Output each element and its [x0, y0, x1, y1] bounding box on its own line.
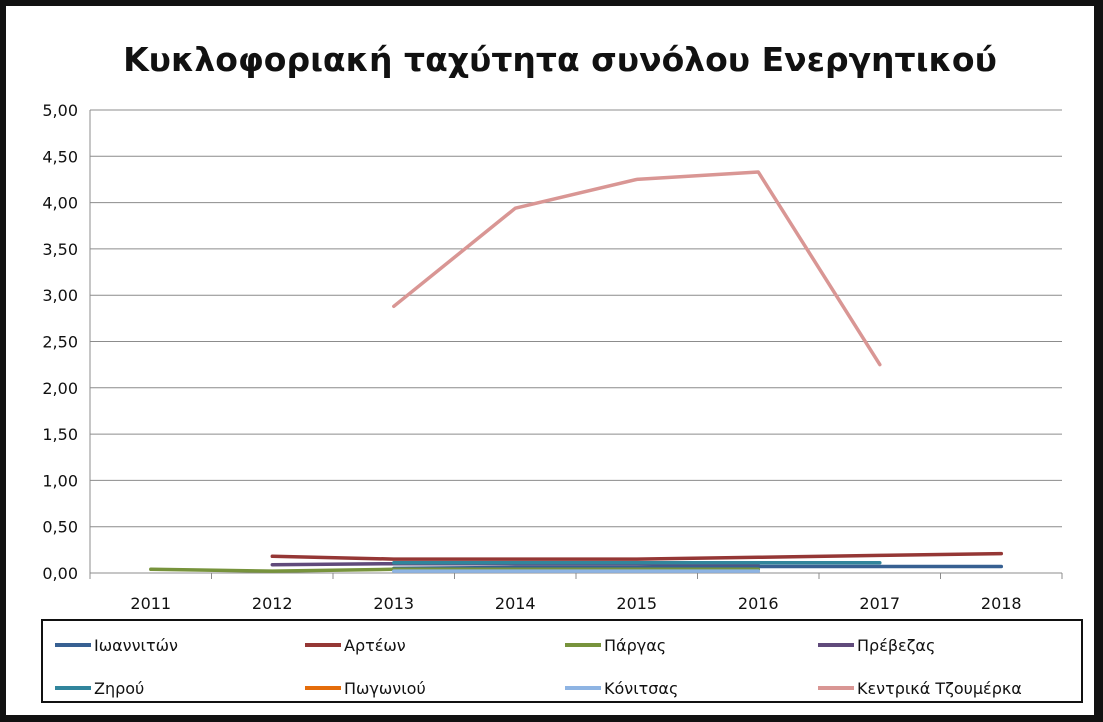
x-tick-label: 2013: [373, 594, 414, 613]
series-line: [392, 170, 882, 367]
legend-label: Πωγωνιού: [344, 679, 426, 698]
legend-label: Πάργας: [604, 636, 666, 655]
chart-title: Κυκλοφοριακή ταχύτητα συνόλου Ενεργητικο…: [123, 40, 997, 79]
legend-label: Αρτέων: [344, 636, 406, 655]
legend-label: Πρέβεζας: [857, 636, 935, 655]
x-tick-label: 2014: [495, 594, 536, 613]
legend-label: Ιωαννιτών: [94, 636, 178, 655]
x-tick-label: 2018: [981, 594, 1022, 613]
series-line: [149, 567, 761, 573]
y-tick-label: 3,50: [42, 240, 78, 259]
legend-label: Κεντρικά Τζουμέρκα: [857, 679, 1022, 698]
y-tick-label: 2,00: [42, 379, 78, 398]
y-tick-label: 3,00: [42, 286, 78, 305]
y-tick-label: 0,50: [42, 518, 78, 537]
y-tick-label: 4,50: [42, 147, 78, 166]
x-tick-label: 2012: [252, 594, 293, 613]
x-axis-ticks: 2011 2012 2013 2014 2015 2016 2017 2018: [130, 594, 1021, 613]
legend-box: [41, 619, 1083, 703]
y-tick-label: 2,50: [42, 333, 78, 352]
x-tick-label: 2015: [616, 594, 657, 613]
y-tick-label: 1,50: [42, 425, 78, 444]
y-tick-label: 1,00: [42, 471, 78, 490]
axes: [89, 110, 1063, 579]
x-tick-label: 2011: [130, 594, 171, 613]
legend: Ιωαννιτών Αρτέων Πάργας Πρέβεζας Ζηρού Πωγωνι…: [41, 619, 1083, 703]
x-tick-label: 2016: [738, 594, 779, 613]
y-axis-ticks: 0,00 0,50 1,00 1,50 2,00 2,50 3,00 3,50 4,00 4,50…: [42, 101, 78, 583]
series-lines: [149, 170, 1004, 573]
legend-label: Ζηρού: [94, 679, 144, 698]
series-line: [270, 551, 1004, 561]
x-tick-label: 2017: [859, 594, 900, 613]
legend-label: Κόνιτσας: [604, 679, 678, 698]
y-tick-label: 0,00: [42, 564, 78, 583]
y-tick-label: 5,00: [42, 101, 78, 120]
gridlines: [90, 109, 1062, 528]
y-tick-label: 4,00: [42, 194, 78, 213]
